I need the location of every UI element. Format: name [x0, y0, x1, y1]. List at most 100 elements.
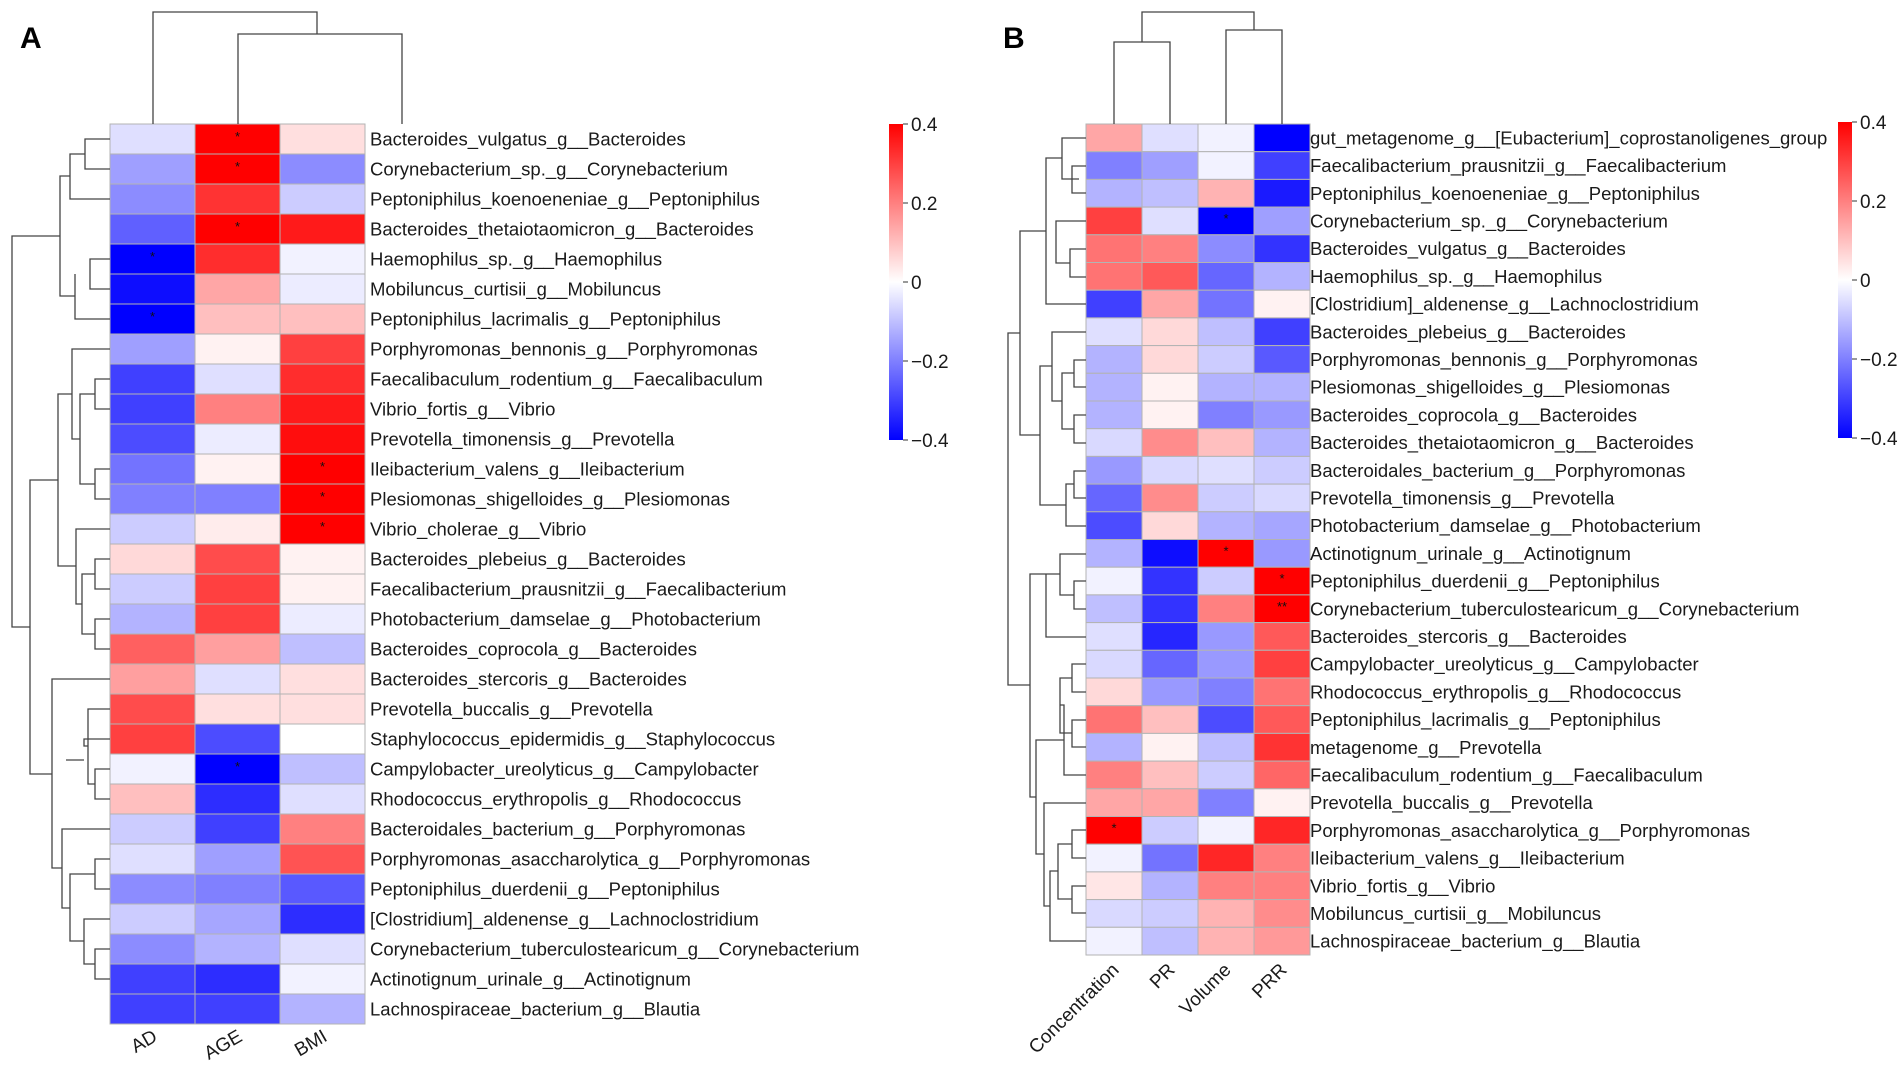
- heatmap-cell: [279, 933, 366, 965]
- heatmap-cell: [109, 453, 196, 485]
- heatmap-cell: [1253, 926, 1311, 956]
- row-label: Faecalibaculum_rodentium_g__Faecalibacul…: [1310, 764, 1703, 786]
- row-dendrogram-branch: [1035, 739, 1064, 855]
- row-label: Campylobacter_ureolyticus_g__Campylobact…: [1310, 654, 1699, 676]
- row-dendrogram-branch: [1073, 359, 1086, 388]
- heatmap-cell: [1085, 539, 1143, 568]
- row-label: Faecalibaculum_rodentium_g__Faecalibacul…: [370, 369, 763, 391]
- heatmap-cell: [194, 693, 281, 725]
- heatmap-cell: [279, 153, 366, 185]
- legend-tick-label: 0.4: [1860, 113, 1887, 134]
- column-label: PR: [1146, 960, 1180, 994]
- heatmap-cell: [279, 693, 366, 725]
- significance-mark: *: [235, 129, 240, 144]
- heatmap-cell: [1141, 345, 1199, 374]
- row-dendrogram-branch: [1055, 220, 1086, 264]
- row-dendrogram-branch: [69, 153, 110, 200]
- significance-mark: *: [320, 459, 325, 474]
- row-label: Ileibacterium_valens_g__Ileibacterium: [370, 459, 685, 481]
- panel-b-letter: B: [1003, 22, 1025, 55]
- column-label: Volume: [1176, 960, 1236, 1020]
- heatmap-cell: [1197, 345, 1255, 374]
- heatmap-cell: [194, 813, 281, 845]
- heatmap-cell: [1085, 206, 1143, 236]
- heatmap-cell: [194, 873, 281, 905]
- row-label: Ileibacterium_valens_g__Ileibacterium: [1310, 848, 1625, 870]
- legend-tick-label: 0: [1860, 271, 1871, 292]
- heatmap-cell: [1141, 206, 1199, 236]
- heatmap-cell: [109, 663, 196, 695]
- heatmap-cell: [279, 513, 366, 545]
- row-dendrogram-branch: [1065, 483, 1086, 527]
- heatmap-cell: [109, 123, 196, 155]
- heatmap-cell: [1141, 566, 1199, 596]
- heatmap-cell: [1085, 234, 1143, 264]
- heatmap-cell: [1197, 178, 1255, 208]
- heatmap-cell: [1085, 400, 1143, 430]
- row-label: Peptoniphilus_lacrimalis_g__Peptoniphilu…: [1310, 709, 1661, 731]
- heatmap-cell: [194, 453, 281, 485]
- heatmap-cell: [1141, 262, 1199, 291]
- heatmap-cell: [1141, 622, 1199, 651]
- row-label: Corynebacterium_tuberculostearicum_g__Co…: [370, 939, 859, 961]
- column-label: BMI: [291, 1026, 331, 1061]
- heatmap-cell: [1197, 262, 1255, 291]
- heatmap-cell: [109, 843, 196, 875]
- heatmap-cell: [1197, 788, 1255, 817]
- heatmap-cell: [109, 633, 196, 665]
- row-dendrogram-branch: [83, 918, 110, 965]
- heatmap-cell: [109, 333, 196, 365]
- row-label: Porphyromonas_bennonis_g__Porphyromonas: [370, 339, 758, 361]
- heatmap-cell: [194, 573, 281, 605]
- heatmap-cell: [1141, 372, 1199, 402]
- heatmap-cell: [194, 513, 281, 545]
- heatmap-cell: [1085, 926, 1143, 956]
- row-label: Bacteroides_vulgatus_g__Bacteroides: [370, 129, 686, 151]
- heatmap-cell: [1141, 760, 1199, 790]
- heatmap-cell: [1197, 234, 1255, 264]
- row-label: Bacteroides_coprocola_g__Bacteroides: [1310, 404, 1637, 426]
- heatmap-cell: [1141, 649, 1199, 679]
- row-label: Bacteroides_vulgatus_g__Bacteroides: [1310, 238, 1626, 260]
- heatmap-cell: [1141, 511, 1199, 540]
- row-label: Photobacterium_damselae_g__Photobacteriu…: [1310, 515, 1701, 537]
- heatmap-cell: [279, 213, 366, 245]
- heatmap-cell: [1197, 151, 1255, 180]
- row-dendrogram-branch: [1071, 719, 1086, 748]
- heatmap-cell: [1085, 428, 1143, 457]
- heatmap-cell: [1085, 566, 1143, 596]
- heatmap-cell: [194, 663, 281, 695]
- legend-tick-label: −0.4: [911, 431, 949, 452]
- heatmap-cell: [1253, 622, 1311, 651]
- heatmap-cell: [279, 963, 366, 995]
- heatmap-cell: [279, 603, 366, 635]
- row-dendrogram-branch: [94, 858, 110, 890]
- heatmap-cell: [1253, 899, 1311, 928]
- row-dendrogram-branch: [1007, 332, 1030, 686]
- heatmap-cell: [1253, 234, 1311, 264]
- row-label: Plesiomonas_shigelloides_g__Plesiomonas: [1310, 377, 1670, 399]
- heatmap-cell: [1085, 899, 1143, 928]
- heatmap-cell: [194, 633, 281, 665]
- row-dendrogram-branch: [1045, 574, 1086, 638]
- heatmap-cell: [109, 543, 196, 575]
- heatmap-cell: [1085, 788, 1143, 817]
- heatmap-cell: [1197, 899, 1255, 928]
- heatmap-cell: [1141, 788, 1199, 817]
- heatmap-cell: [1197, 649, 1255, 679]
- heatmap-cell: [109, 153, 196, 185]
- row-dendrogram-branch: [94, 618, 110, 650]
- heatmap-cell: [1253, 816, 1311, 845]
- heatmap-cell: [1253, 428, 1311, 457]
- row-label: Bacteroides_thetaiotaomicron_g__Bacteroi…: [1310, 432, 1694, 454]
- legend-tick-label: −0.2: [911, 352, 949, 373]
- heatmap-cell: [1197, 428, 1255, 457]
- heatmap-cell: [279, 573, 366, 605]
- heatmap-cell: [1197, 566, 1255, 596]
- heatmap-cell: [1141, 234, 1199, 264]
- heatmap-cell: [279, 993, 366, 1025]
- significance-mark: *: [235, 219, 240, 234]
- row-label: metagenome_g__Prevotella: [1310, 737, 1542, 759]
- heatmap-cell: [1141, 871, 1199, 901]
